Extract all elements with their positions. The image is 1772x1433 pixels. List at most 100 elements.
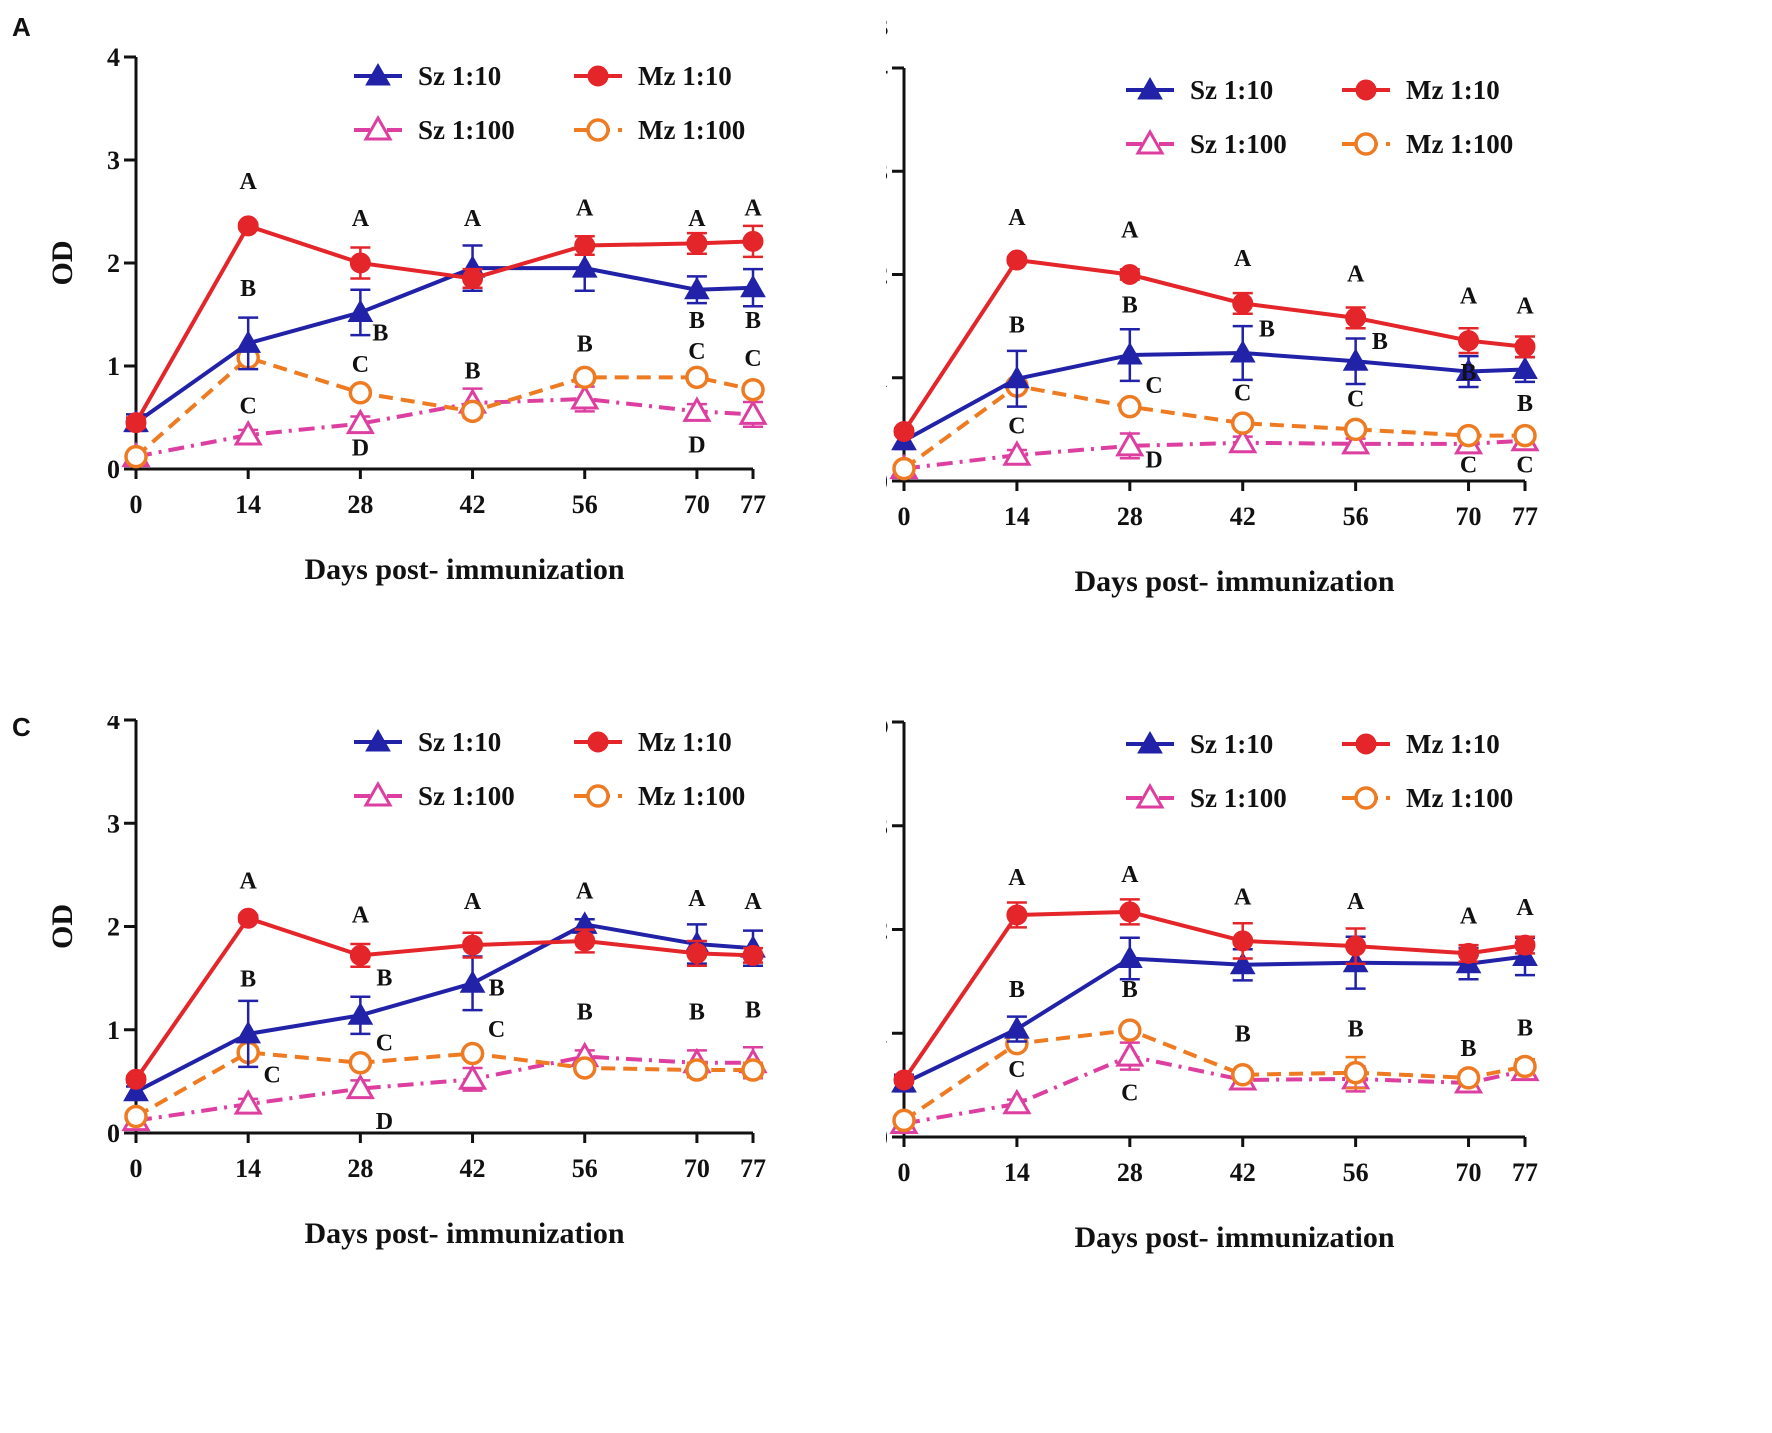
legend-marker bbox=[1355, 733, 1377, 755]
data-point bbox=[1345, 307, 1367, 329]
significance-letter: A bbox=[1347, 889, 1365, 915]
significance-letter: A bbox=[744, 196, 762, 222]
series-line bbox=[134, 916, 754, 1081]
significance-letter: B bbox=[376, 965, 392, 991]
significance-letter: B bbox=[577, 332, 593, 358]
significance-letter: C bbox=[488, 1017, 505, 1043]
legend-label: Sz 1:10 bbox=[1190, 75, 1273, 105]
x-tick-label: 70 bbox=[684, 490, 710, 519]
data-point bbox=[125, 412, 147, 434]
panel-label: A bbox=[12, 12, 31, 42]
data-point bbox=[348, 381, 373, 405]
data-point bbox=[349, 252, 371, 274]
data-point bbox=[233, 1089, 263, 1115]
data-point bbox=[1119, 901, 1141, 923]
legend-label: Mz 1:10 bbox=[1406, 75, 1500, 105]
data-point bbox=[1232, 292, 1254, 314]
legend-marker bbox=[1137, 76, 1163, 100]
data-point bbox=[345, 408, 375, 435]
legend-marker bbox=[586, 118, 610, 142]
data-point bbox=[349, 944, 371, 966]
data-point bbox=[124, 444, 148, 469]
legend-item-mz100: Mz 1:100 bbox=[574, 115, 745, 145]
data-point bbox=[1513, 423, 1537, 448]
significance-letter: B bbox=[1235, 1022, 1251, 1048]
legend-label: Sz 1:10 bbox=[418, 61, 501, 91]
y-tick-label: 3 bbox=[107, 809, 120, 838]
series-sz100 bbox=[121, 383, 768, 468]
data-point bbox=[742, 944, 764, 966]
significance-letter: C bbox=[1008, 414, 1025, 440]
panel-label: B bbox=[886, 12, 889, 42]
data-point bbox=[574, 234, 596, 256]
significance-letter: B bbox=[1122, 977, 1138, 1003]
y-tick-label: 2 bbox=[886, 261, 888, 290]
data-point bbox=[462, 934, 484, 956]
data-point bbox=[1118, 1018, 1142, 1042]
series-line bbox=[134, 223, 754, 424]
y-axis-title: OD bbox=[46, 904, 79, 949]
x-tick-label: 70 bbox=[684, 1154, 710, 1183]
legend-label: Sz 1:100 bbox=[418, 781, 515, 811]
data-point bbox=[742, 230, 764, 252]
data-point bbox=[893, 420, 915, 442]
series-mz10 bbox=[893, 249, 1536, 442]
significance-letter: A bbox=[576, 879, 594, 905]
legend-item-sz100: Sz 1:100 bbox=[354, 114, 515, 145]
legend-marker bbox=[1137, 730, 1163, 754]
data-point bbox=[1002, 1088, 1032, 1115]
significance-letter: B bbox=[1372, 329, 1388, 355]
series-sz10 bbox=[891, 935, 1538, 1093]
data-point bbox=[1116, 945, 1143, 969]
data-point bbox=[1006, 249, 1028, 271]
data-point bbox=[1513, 1054, 1537, 1079]
data-point bbox=[572, 365, 597, 390]
series-line bbox=[903, 350, 1526, 443]
x-tick-label: 70 bbox=[1456, 502, 1482, 531]
significance-letter: B bbox=[1348, 1016, 1364, 1042]
data-point bbox=[1004, 1016, 1030, 1039]
significance-letter: C bbox=[240, 393, 257, 419]
legend-marker bbox=[586, 784, 610, 808]
significance-letter: D bbox=[352, 436, 369, 462]
panel-c: C 0 1 2 3 4 0 14 28 42 56 70 77 Days post- immunizati… bbox=[0, 716, 886, 1432]
significance-letter: D bbox=[376, 1109, 393, 1135]
data-point bbox=[1229, 951, 1256, 975]
data-point bbox=[1229, 339, 1256, 363]
legend-label: Mz 1:100 bbox=[1406, 783, 1513, 813]
significance-letter: C bbox=[1516, 453, 1533, 479]
significance-letter: A bbox=[352, 902, 370, 928]
significance-letter: B bbox=[1009, 977, 1025, 1003]
legend-item-sz100: Sz 1:100 bbox=[1126, 128, 1287, 159]
x-tick-label: 0 bbox=[898, 502, 911, 531]
series-mz100 bbox=[124, 1040, 765, 1129]
y-tick-label: 2 bbox=[107, 249, 120, 278]
significance-letter: A bbox=[352, 206, 370, 232]
x-tick-label: 14 bbox=[1004, 1158, 1030, 1187]
y-tick-label: 4 bbox=[886, 54, 888, 83]
significance-letter: A bbox=[1347, 262, 1365, 288]
legend-item-sz100: Sz 1:100 bbox=[354, 780, 515, 811]
x-tick-label: 70 bbox=[1456, 1158, 1482, 1187]
significance-letter: A bbox=[240, 169, 258, 195]
y-tick-label: 4 bbox=[107, 43, 120, 72]
x-axis-title: Days post- immunization bbox=[304, 553, 624, 586]
data-point bbox=[572, 1056, 597, 1080]
legend-label: Sz 1:100 bbox=[418, 115, 515, 145]
significance-letter: A bbox=[1460, 283, 1478, 309]
series-line bbox=[902, 384, 1525, 471]
y-tick-label: 1 bbox=[886, 364, 888, 393]
data-point bbox=[459, 970, 486, 993]
x-tick-label: 28 bbox=[1117, 502, 1143, 531]
data-point bbox=[348, 1051, 373, 1075]
data-point bbox=[1230, 1063, 1255, 1087]
significance-letter: A bbox=[688, 206, 706, 232]
significance-letter: C bbox=[264, 1062, 281, 1088]
y-tick-label: 3 bbox=[886, 157, 888, 186]
significance-letter: B bbox=[240, 276, 256, 302]
data-point bbox=[1458, 330, 1480, 352]
significance-letter: B bbox=[689, 308, 705, 334]
legend-item-sz10: Sz 1:10 bbox=[1126, 75, 1273, 105]
significance-letter: A bbox=[1516, 895, 1534, 921]
x-axis-title: Days post- immunization bbox=[304, 1217, 624, 1250]
